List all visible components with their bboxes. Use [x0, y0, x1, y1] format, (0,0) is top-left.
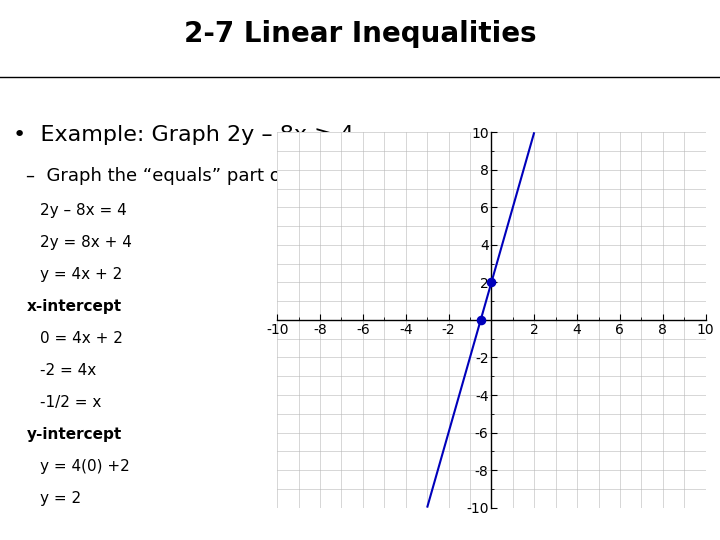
Text: 2y – 8x = 4: 2y – 8x = 4 — [40, 202, 127, 218]
Text: x-intercept: x-intercept — [27, 299, 122, 314]
Text: -2 = 4x: -2 = 4x — [40, 363, 96, 378]
Point — [475, 315, 487, 324]
Text: 2-7 Linear Inequalities: 2-7 Linear Inequalities — [184, 20, 536, 48]
Text: y = 2: y = 2 — [40, 491, 81, 506]
Text: y = 4x + 2: y = 4x + 2 — [40, 267, 122, 282]
Point — [485, 278, 497, 287]
Text: y-intercept: y-intercept — [27, 427, 122, 442]
Text: -1/2 = x: -1/2 = x — [40, 395, 102, 410]
Text: y = 4(0) +2: y = 4(0) +2 — [40, 459, 130, 474]
Text: 0 = 4x + 2: 0 = 4x + 2 — [40, 331, 123, 346]
Text: •  Example: Graph 2y – 8x ≥ 4: • Example: Graph 2y – 8x ≥ 4 — [13, 125, 354, 145]
Text: –  Graph the “equals” part of the equation.: – Graph the “equals” part of the equatio… — [27, 167, 413, 185]
Text: 2y = 8x + 4: 2y = 8x + 4 — [40, 235, 132, 250]
